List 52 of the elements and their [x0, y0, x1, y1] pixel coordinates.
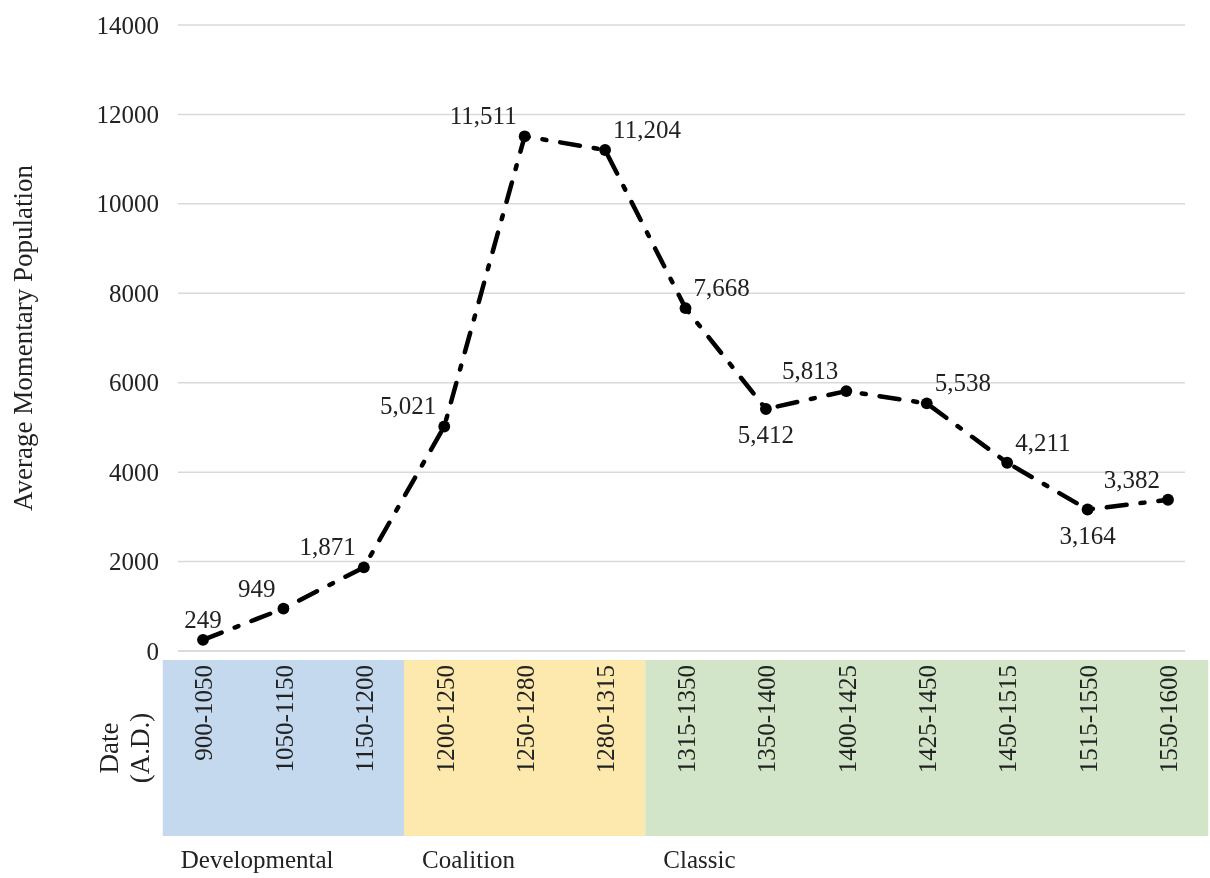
y-tick-label: 4000: [109, 458, 159, 486]
data-label: 3,382: [1103, 465, 1160, 493]
point: [197, 633, 209, 646]
text: Developmental: [180, 846, 334, 873]
data-label: 11,204: [613, 116, 682, 144]
data-label: 949: [237, 574, 276, 602]
data-label: 11,511: [449, 102, 517, 130]
x-tick-label: 1450-1515: [994, 665, 1022, 774]
point: [357, 561, 370, 574]
data-label: 5,021: [380, 392, 437, 420]
y-tick-label: 12000: [96, 100, 159, 128]
text: Classic: [663, 846, 736, 873]
point: [679, 302, 692, 315]
x-tick-label: 1350-1400: [753, 665, 781, 774]
x-tick-label: 1150-1200: [351, 665, 379, 773]
point: [1001, 456, 1014, 469]
data-label: 4,211: [1015, 428, 1071, 456]
point: [1162, 493, 1174, 506]
x-tick-label: 1515-1550: [1074, 665, 1102, 774]
point: [518, 130, 531, 143]
data-label: 249: [184, 605, 222, 633]
x-tick-label: 1280-1315: [592, 665, 620, 774]
point: [438, 420, 451, 433]
text: Date (A.D.): [94, 712, 156, 784]
text: Coalition: [422, 846, 516, 873]
x-tick-label: 900-1050: [190, 665, 218, 761]
y-tick-label: 6000: [109, 369, 159, 397]
y-axis-title: Average Momentary Population: [8, 164, 38, 511]
point: [920, 397, 933, 410]
y-tick-label: 0: [146, 637, 159, 665]
x-tick-label: 1550-1600: [1155, 665, 1183, 774]
point: [840, 385, 853, 397]
x-tick-label: 1315-1350: [672, 665, 700, 774]
data-label: 5,538: [934, 369, 991, 397]
x-tick-label: 1400-1425: [833, 665, 861, 774]
x-tick-label: 1425-1450: [914, 665, 941, 774]
data-label: 5,412: [737, 421, 795, 449]
point: [1081, 503, 1094, 516]
point: [599, 144, 611, 156]
y-tick-label: 14000: [96, 11, 159, 39]
x-tick-label: 1050-1150: [270, 665, 298, 773]
y-tick-label: 8000: [109, 279, 159, 307]
y-tick-label: 10000: [96, 190, 159, 218]
point: [760, 403, 772, 415]
x-tick-label: 1250-1280: [511, 665, 539, 774]
data-label: 7,668: [693, 274, 750, 302]
y-tick-label: 2000: [109, 548, 159, 576]
x-tick-label: 1200-1250: [431, 665, 459, 774]
point: [277, 602, 290, 615]
data-label: 1,871: [299, 533, 356, 561]
data-label: 3,164: [1059, 521, 1117, 549]
data-label: 5,813: [782, 357, 839, 385]
